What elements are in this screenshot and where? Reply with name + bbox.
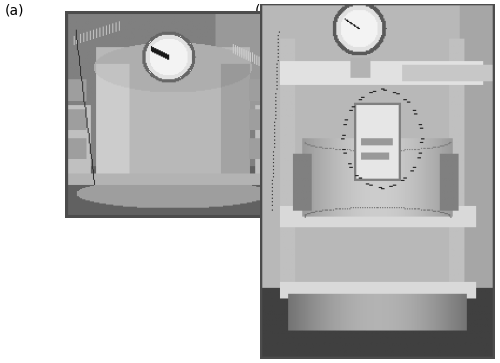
Text: (b): (b): [255, 4, 275, 18]
Text: (a): (a): [5, 4, 24, 18]
